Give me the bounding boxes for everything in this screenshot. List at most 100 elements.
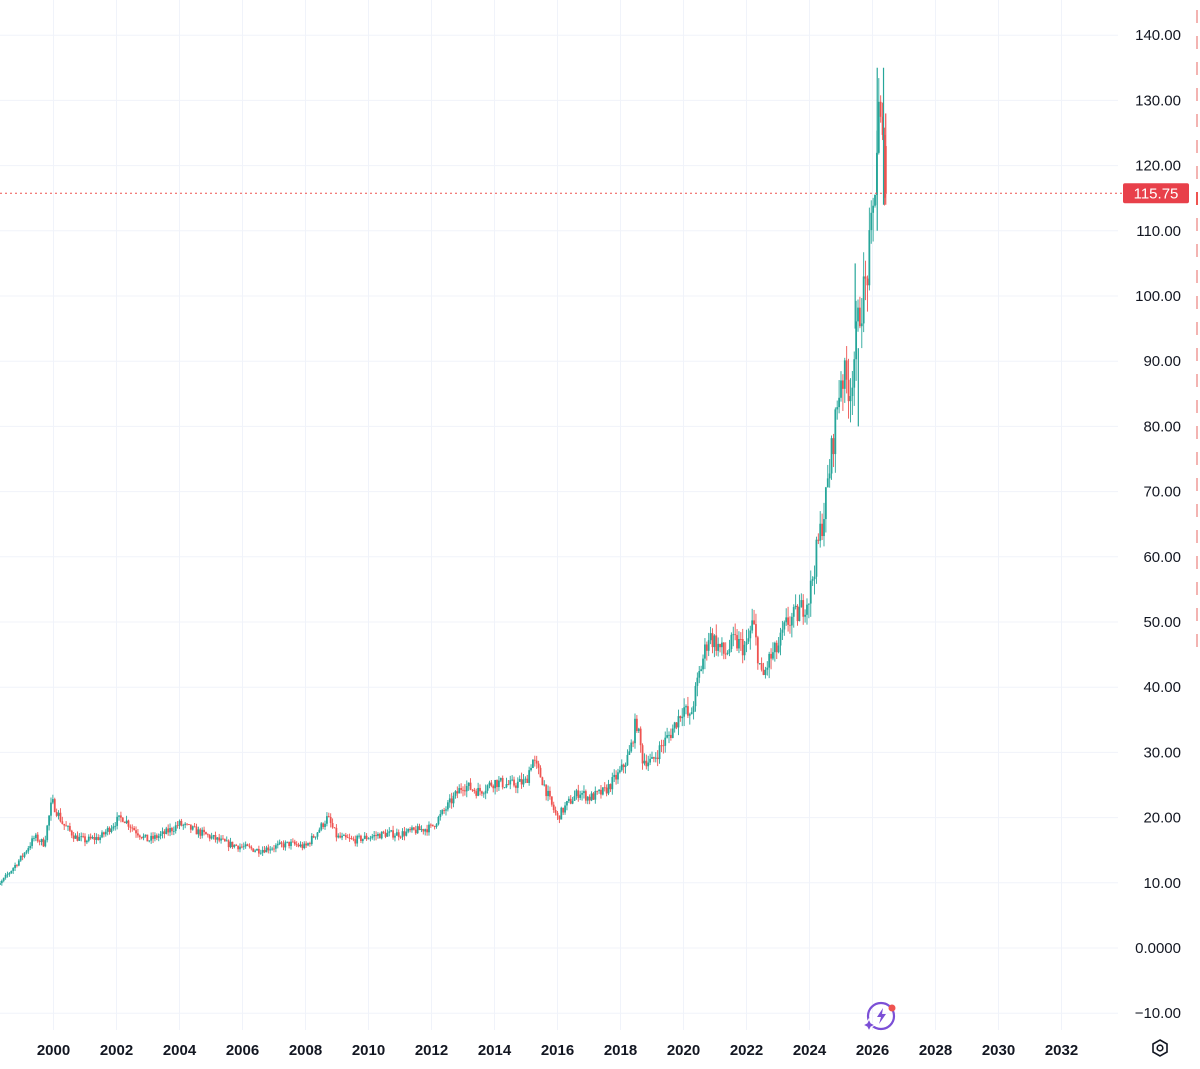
candle-body — [698, 671, 701, 678]
candle-body — [628, 751, 631, 755]
candle-body — [108, 827, 111, 833]
candle-body — [395, 832, 398, 836]
candle-body — [403, 831, 406, 836]
candle-body — [613, 774, 616, 778]
candle-body — [25, 851, 28, 853]
candle-body — [216, 837, 219, 840]
candle-body — [172, 830, 175, 832]
candle-body — [840, 380, 842, 398]
candle-body — [745, 641, 748, 645]
candle-body — [498, 780, 500, 788]
candle-body — [431, 824, 434, 827]
candle-body — [93, 837, 96, 840]
candle-body — [120, 815, 122, 818]
candle-body — [322, 823, 325, 827]
candle-body — [823, 519, 825, 537]
candle-body — [857, 307, 859, 322]
candle-body — [27, 848, 30, 852]
candle-body — [807, 603, 810, 605]
candle-body — [182, 824, 185, 826]
candle-body — [133, 828, 136, 831]
candle-body — [414, 829, 417, 834]
candle-body — [112, 826, 115, 829]
x-tick-label: 2006 — [226, 1042, 259, 1059]
candle-body — [800, 600, 803, 608]
candle-body — [834, 409, 837, 455]
candle-body — [632, 742, 634, 744]
candle-body — [751, 620, 754, 631]
candle-body — [877, 101, 880, 153]
candle-body — [106, 827, 109, 832]
candle-body — [375, 835, 377, 836]
candle-body — [218, 837, 221, 841]
candle-body — [830, 438, 833, 474]
candle-body — [601, 787, 604, 795]
candle-body — [42, 839, 45, 847]
x-tick-label: 2032 — [1045, 1042, 1078, 1059]
candle-body — [687, 706, 689, 716]
candle-body — [418, 826, 421, 831]
candle-body — [371, 836, 374, 838]
candle-body — [380, 831, 383, 839]
candle-body — [520, 778, 523, 785]
candle-body — [121, 817, 124, 822]
candle-body — [235, 844, 238, 846]
candle-body — [278, 842, 281, 844]
candle-body — [511, 779, 514, 781]
candle-body — [845, 360, 848, 380]
candle-body — [271, 848, 274, 850]
candle-body — [17, 860, 20, 866]
candle-body — [335, 827, 338, 838]
candle-body — [874, 194, 876, 206]
candle-body — [191, 826, 194, 830]
candle-body — [783, 622, 786, 630]
candle-body — [658, 745, 661, 760]
candle-body — [564, 805, 566, 813]
candle-body — [592, 793, 595, 800]
candle-body — [749, 630, 752, 639]
candle-body — [163, 831, 166, 835]
candle-body — [654, 757, 657, 759]
candle-body — [399, 836, 402, 838]
last-price-badge-text: 115.75 — [1134, 185, 1179, 202]
candle-body — [541, 777, 544, 786]
candle-body — [458, 788, 461, 794]
candle-body — [51, 799, 54, 803]
candle-body — [331, 823, 334, 828]
candle-body — [473, 789, 476, 792]
time-axis[interactable]: 2000 2002 2004 2006 2008 2010 2012 2014 2016 2018… — [0, 1042, 1078, 1059]
candle-body — [309, 843, 311, 845]
candle-body — [824, 487, 827, 520]
candle-body — [777, 645, 780, 653]
candle-body — [214, 835, 217, 840]
axis-settings-button[interactable] — [1152, 1039, 1168, 1057]
candle-body — [605, 787, 608, 794]
y-tick-label: 70.00 — [1143, 484, 1181, 501]
candle-body — [651, 757, 653, 759]
candle-body — [550, 796, 553, 805]
candle-body — [879, 101, 882, 117]
candle-body — [641, 745, 644, 764]
candle-body — [798, 607, 801, 622]
candle-body — [405, 831, 408, 836]
candle-body — [452, 795, 455, 804]
candle-body — [849, 396, 852, 402]
x-tick-label: 2008 — [289, 1042, 322, 1059]
candle-body — [847, 379, 850, 402]
price-axis[interactable]: 140.00 130.00 120.00 110.00 100.00 90.00 80.00… — [1135, 27, 1181, 1022]
candle-body — [74, 835, 77, 839]
candle-body — [486, 785, 489, 791]
candle-body — [537, 763, 540, 768]
candle-body — [46, 825, 49, 841]
candle-body — [346, 837, 349, 838]
candle-body — [543, 784, 546, 786]
candle-body — [159, 833, 162, 837]
ai-assistant-button[interactable] — [861, 1001, 896, 1033]
candle-body — [524, 778, 527, 780]
x-tick-label: 2010 — [352, 1042, 385, 1059]
candle-body — [97, 837, 100, 841]
candle-body — [129, 826, 132, 828]
candle-body — [787, 617, 789, 625]
